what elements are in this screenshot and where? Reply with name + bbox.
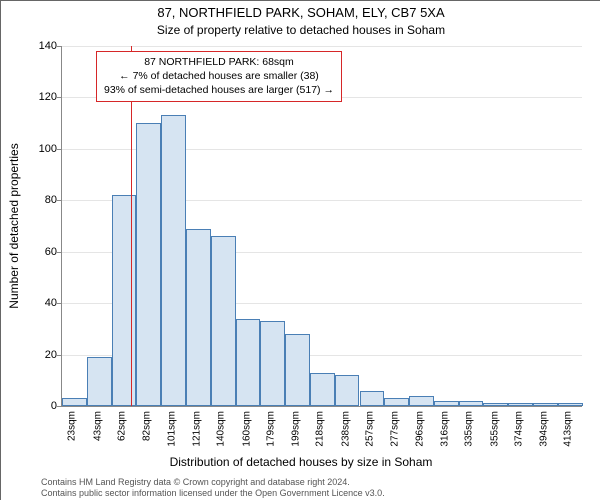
x-tick-label: 316sqm — [439, 411, 450, 447]
footer: Contains HM Land Registry data © Crown c… — [41, 477, 385, 500]
x-tick-label: 277sqm — [390, 411, 401, 447]
histogram-bar — [434, 401, 459, 406]
histogram-bar — [161, 115, 186, 406]
y-tick-label: 20 — [27, 349, 57, 361]
info-line-2: ← 7% of detached houses are smaller (38) — [104, 69, 334, 83]
info-box: 87 NORTHFIELD PARK: 68sqm ← 7% of detach… — [96, 51, 342, 102]
y-tick-label: 140 — [27, 40, 57, 52]
histogram-bar — [260, 321, 285, 406]
x-tick-label: 23sqm — [67, 411, 78, 441]
histogram-bar — [360, 391, 385, 406]
x-axis-label: Distribution of detached houses by size … — [1, 455, 600, 469]
histogram-bar — [186, 229, 211, 406]
histogram-bar — [236, 319, 261, 406]
x-tick-label: 160sqm — [241, 411, 252, 447]
x-tick-label: 257sqm — [364, 411, 375, 447]
x-tick-label: 413sqm — [563, 411, 574, 447]
info-line-3: 93% of semi-detached houses are larger (… — [104, 83, 334, 97]
histogram-bar — [310, 373, 335, 406]
x-tick-label: 101sqm — [166, 411, 177, 447]
x-tick-label: 374sqm — [513, 411, 524, 447]
chart-title: 87, NORTHFIELD PARK, SOHAM, ELY, CB7 5XA — [1, 5, 600, 20]
x-tick-label: 43sqm — [92, 411, 103, 441]
histogram-bar — [87, 357, 112, 406]
histogram-bar — [335, 375, 360, 406]
chart-root: 87, NORTHFIELD PARK, SOHAM, ELY, CB7 5XA… — [0, 0, 600, 500]
histogram-bar — [483, 403, 508, 406]
histogram-bar — [533, 403, 558, 406]
histogram-bar — [384, 398, 409, 406]
histogram-bar — [409, 396, 434, 406]
histogram-bar — [558, 403, 583, 406]
x-tick-label: 335sqm — [464, 411, 475, 447]
histogram-bar — [508, 403, 533, 406]
x-tick-label: 121sqm — [192, 411, 203, 447]
x-tick-label: 218sqm — [315, 411, 326, 447]
chart-subtitle: Size of property relative to detached ho… — [1, 23, 600, 37]
x-tick-label: 394sqm — [539, 411, 550, 447]
footer-line-2: Contains public sector information licen… — [41, 488, 385, 499]
y-tick-label: 60 — [27, 246, 57, 258]
histogram-bar — [285, 334, 310, 406]
y-tick-label: 40 — [27, 297, 57, 309]
y-axis-label: Number of detached properties — [7, 143, 21, 308]
x-tick-label: 296sqm — [414, 411, 425, 447]
histogram-bar — [459, 401, 484, 406]
x-tick-label: 62sqm — [117, 411, 128, 441]
y-tick-label: 80 — [27, 194, 57, 206]
x-tick-label: 355sqm — [489, 411, 500, 447]
y-tick-label: 120 — [27, 91, 57, 103]
x-tick-label: 179sqm — [265, 411, 276, 447]
info-line-1: 87 NORTHFIELD PARK: 68sqm — [104, 55, 334, 69]
x-tick-label: 199sqm — [291, 411, 302, 447]
histogram-bar — [136, 123, 161, 406]
y-tick-label: 100 — [27, 143, 57, 155]
x-tick-label: 140sqm — [216, 411, 227, 447]
histogram-bar — [211, 236, 236, 406]
x-tick-label: 238sqm — [340, 411, 351, 447]
histogram-bar — [62, 398, 87, 406]
histogram-bar — [112, 195, 137, 406]
x-tick-label: 82sqm — [142, 411, 153, 441]
footer-line-1: Contains HM Land Registry data © Crown c… — [41, 477, 385, 488]
y-tick-label: 0 — [27, 400, 57, 412]
